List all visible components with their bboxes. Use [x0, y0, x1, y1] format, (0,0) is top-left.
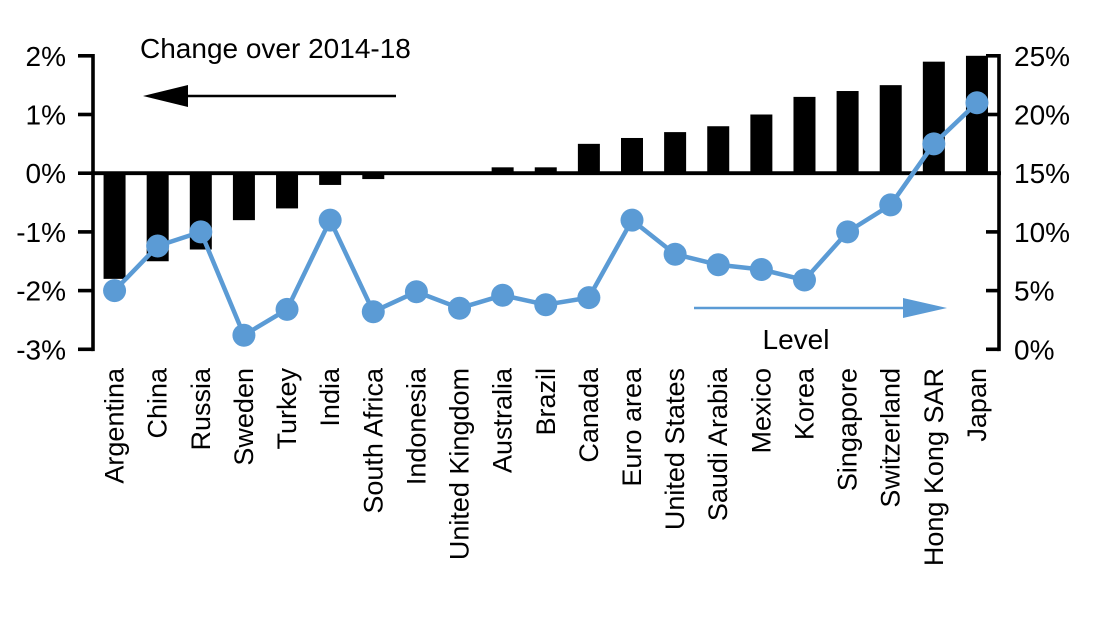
- right-axis-tick-label: 5%: [1014, 276, 1054, 307]
- left-axis-tick-label: -2%: [16, 276, 66, 307]
- left-axis-tick-label: 0%: [26, 158, 66, 189]
- line-series-label: Level: [762, 324, 830, 355]
- bar-series-title: Change over 2014-18: [140, 33, 411, 64]
- level-marker: [275, 297, 299, 321]
- x-axis-label: Sweden: [229, 368, 259, 466]
- level-marker: [404, 280, 428, 304]
- level-marker: [232, 323, 256, 347]
- x-axis-label: Russia: [186, 367, 216, 451]
- level-marker: [663, 242, 687, 266]
- level-marker: [749, 257, 773, 281]
- bar: [103, 173, 126, 279]
- x-axis-label: China: [143, 367, 173, 439]
- bar: [534, 167, 557, 174]
- left-axis-tick-label: 2%: [26, 41, 66, 72]
- bar: [793, 96, 816, 174]
- level-marker: [879, 193, 903, 217]
- x-axis-label: Indonesia: [401, 367, 431, 485]
- x-axis-label: South Africa: [358, 367, 388, 514]
- left-axis-tick-label: -1%: [16, 217, 66, 248]
- x-axis-label: India: [315, 367, 345, 427]
- level-marker: [491, 283, 515, 307]
- level-marker: [965, 91, 989, 115]
- right-arrow-icon: [903, 298, 947, 318]
- bar: [276, 173, 299, 209]
- x-axis-label: Brazil: [531, 368, 561, 436]
- bar: [577, 143, 600, 174]
- bar: [491, 167, 514, 174]
- level-marker: [361, 300, 385, 324]
- level-marker: [146, 234, 170, 258]
- bar: [965, 55, 988, 174]
- x-axis-label: Mexico: [746, 368, 776, 454]
- level-marker: [792, 268, 816, 292]
- x-axis-label: Argentina: [100, 367, 130, 484]
- x-axis-label: Singapore: [833, 368, 863, 491]
- right-axis-tick-label: 15%: [1014, 158, 1070, 189]
- bar: [879, 85, 902, 174]
- x-axis-label: Euro area: [617, 367, 647, 487]
- x-axis-label: United Kingdom: [445, 368, 475, 560]
- right-axis-tick-label: 20%: [1014, 100, 1070, 131]
- bar: [750, 114, 773, 174]
- bar: [707, 126, 730, 174]
- x-axis-label: Canada: [574, 367, 604, 463]
- right-axis-tick-label: 25%: [1014, 41, 1070, 72]
- bar: [232, 173, 255, 221]
- x-axis-label: Japan: [962, 368, 992, 442]
- x-axis-label: Switzerland: [876, 368, 906, 508]
- level-marker: [836, 220, 860, 244]
- level-marker: [448, 296, 472, 320]
- bar: [362, 173, 385, 180]
- bar: [621, 137, 643, 174]
- left-axis-tick-label: 1%: [26, 100, 66, 131]
- right-axis-tick-label: 10%: [1014, 217, 1070, 248]
- level-marker: [189, 220, 213, 244]
- left-arrow-icon: [143, 85, 188, 107]
- x-axis-label: Australia: [488, 367, 518, 473]
- right-axis-tick-label: 0%: [1014, 334, 1054, 365]
- bar: [319, 173, 342, 185]
- x-axis-label: Korea: [789, 367, 819, 440]
- x-axis-label: Saudi Arabia: [703, 367, 733, 521]
- level-marker: [706, 253, 730, 277]
- level-marker: [922, 132, 946, 156]
- level-marker: [534, 293, 558, 317]
- level-marker: [577, 286, 601, 310]
- bar: [836, 91, 859, 174]
- level-marker: [318, 208, 342, 232]
- x-axis-label: Hong Kong SAR: [919, 368, 949, 566]
- level-marker: [103, 279, 127, 303]
- x-axis-label: Turkey: [272, 368, 302, 450]
- x-axis-label: United States: [660, 368, 690, 530]
- bar: [664, 132, 687, 174]
- left-axis-tick-label: -3%: [16, 334, 66, 365]
- level-marker: [620, 208, 644, 232]
